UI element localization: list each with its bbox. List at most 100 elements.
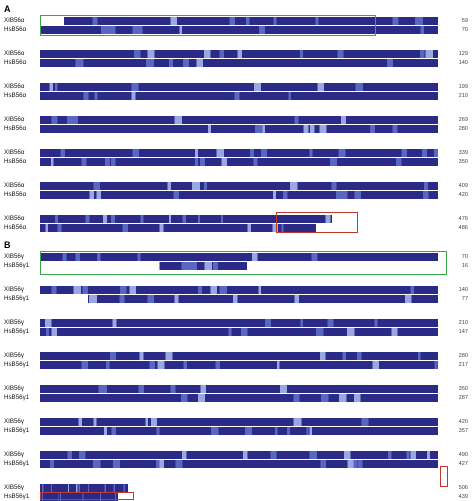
residue-position-number: 280 <box>458 126 468 132</box>
alignment-row: HsB56α 350 <box>2 158 471 166</box>
sequence-name: HsB56γ1 <box>4 394 30 401</box>
sequence-name: XIB56γ <box>4 418 24 425</box>
alignment-row: HsB56α 486 <box>2 224 471 232</box>
alignment-row: XIB56γ 350 <box>2 385 471 393</box>
alignment-row: HsB56γ1 16 <box>2 262 471 270</box>
residue-position-number: 140 <box>458 60 468 66</box>
sequence-name: HsB56α <box>4 191 27 198</box>
sequence-name: XIB56γ <box>4 286 24 293</box>
sequence-residues <box>40 286 438 294</box>
sequence-residues <box>40 493 118 501</box>
sequence-name: HsB56α <box>4 158 27 165</box>
sequence-residues <box>40 352 438 360</box>
residue-position-number: 506 <box>458 485 468 491</box>
sequence-residues <box>40 26 438 34</box>
sequence-name: HsB56γ1 <box>4 361 30 368</box>
residue-position-number: 210 <box>458 320 468 326</box>
sequence-residues <box>40 319 438 327</box>
panel-label: B <box>4 240 11 250</box>
residue-position-number: 70 <box>461 254 468 260</box>
sequence-name: XIB56α <box>4 116 25 123</box>
sequence-residues <box>40 262 438 270</box>
alignment-row: HsB56γ1 439 <box>2 493 471 501</box>
alignment-row: XIB56γ 70 <box>2 253 471 261</box>
residue-position-number: 420 <box>458 419 468 425</box>
sequence-residues <box>40 17 438 25</box>
sequence-residues <box>40 182 438 190</box>
sequence-residues <box>40 59 438 67</box>
alignment-row: XIB56γ 140 <box>2 286 471 294</box>
sequence-residues <box>40 451 438 459</box>
sequence-residues <box>40 394 438 402</box>
alignment-row: HsB56γ1 357 <box>2 427 471 435</box>
alignment-row: HsB56α 140 <box>2 59 471 67</box>
sequence-name: XIB56γ <box>4 352 24 359</box>
sequence-residues <box>40 460 438 468</box>
alignment-row: HsB56γ1 217 <box>2 361 471 369</box>
residue-position-number: 409 <box>458 183 468 189</box>
c-terminal-motif-box <box>440 466 448 487</box>
residue-position-number: 350 <box>458 386 468 392</box>
residue-position-number: 439 <box>458 494 468 500</box>
residue-position-number: 280 <box>458 353 468 359</box>
residue-position-number: 350 <box>458 159 468 165</box>
c-terminal-motif-box <box>276 212 358 233</box>
residue-position-number: 199 <box>458 84 468 90</box>
alignment-row: XIB56α 409 <box>2 182 471 190</box>
sequence-residues <box>40 83 438 91</box>
residue-position-number: 287 <box>458 395 468 401</box>
sequence-name: HsB56γ1 <box>4 460 30 467</box>
sequence-name: HsB56α <box>4 224 27 231</box>
sequence-residues <box>40 484 128 492</box>
residue-position-number: 427 <box>458 461 468 467</box>
sequence-name: XIB56γ <box>4 451 24 458</box>
panel-label: A <box>4 4 11 14</box>
sequence-residues <box>40 116 438 124</box>
residue-position-number: 357 <box>458 428 468 434</box>
sequence-residues <box>40 295 438 303</box>
residue-position-number: 59 <box>461 18 468 24</box>
alignment-row: HsB56α 280 <box>2 125 471 133</box>
residue-position-number: 217 <box>458 362 468 368</box>
sequence-name: XIB56α <box>4 149 25 156</box>
alignment-row: XIB56α 129 <box>2 50 471 58</box>
sequence-residues <box>40 149 438 157</box>
alignment-row: XIB56α 339 <box>2 149 471 157</box>
sequence-name: XIB56γ <box>4 319 24 326</box>
sequence-residues <box>40 328 438 336</box>
sequence-name: XIB56α <box>4 17 25 24</box>
residue-position-number: 77 <box>461 296 468 302</box>
n-terminal-region-box <box>40 251 447 275</box>
alignment-row: XIB56α 199 <box>2 83 471 91</box>
alignment-row: HsB56α 70 <box>2 26 471 34</box>
n-terminal-region-box <box>40 15 376 36</box>
alignment-row: HsB56γ1 77 <box>2 295 471 303</box>
sequence-residues <box>40 361 438 369</box>
residue-position-number: 140 <box>458 287 468 293</box>
residue-position-number: 147 <box>458 329 468 335</box>
sequence-name: XIB56γ <box>4 484 24 491</box>
sequence-name: HsB56α <box>4 92 27 99</box>
sequence-name: HsB56γ1 <box>4 427 30 434</box>
alignment-row: HsB56α 420 <box>2 191 471 199</box>
sequence-name: XIB56γ <box>4 385 24 392</box>
sequence-residues <box>40 427 438 435</box>
sequence-residues <box>40 125 438 133</box>
residue-position-number: 490 <box>458 452 468 458</box>
alignment-row: HsB56α 210 <box>2 92 471 100</box>
sequence-name: HsB56α <box>4 59 27 66</box>
alignment-row: XIB56γ 506 <box>2 484 471 492</box>
sequence-name: HsB56γ1 <box>4 262 30 269</box>
residue-position-number: 210 <box>458 93 468 99</box>
sequence-residues <box>40 253 438 261</box>
residue-position-number: 129 <box>458 51 468 57</box>
sequence-name: XIB56γ <box>4 253 24 260</box>
residue-position-number: 420 <box>458 192 468 198</box>
sequence-name: HsB56α <box>4 26 27 33</box>
sequence-name: XIB56α <box>4 215 25 222</box>
residue-position-number: 476 <box>458 216 468 222</box>
sequence-residues <box>40 191 438 199</box>
sequence-residues <box>40 418 438 426</box>
sequence-name: HsB56α <box>4 125 27 132</box>
residue-position-number: 339 <box>458 150 468 156</box>
